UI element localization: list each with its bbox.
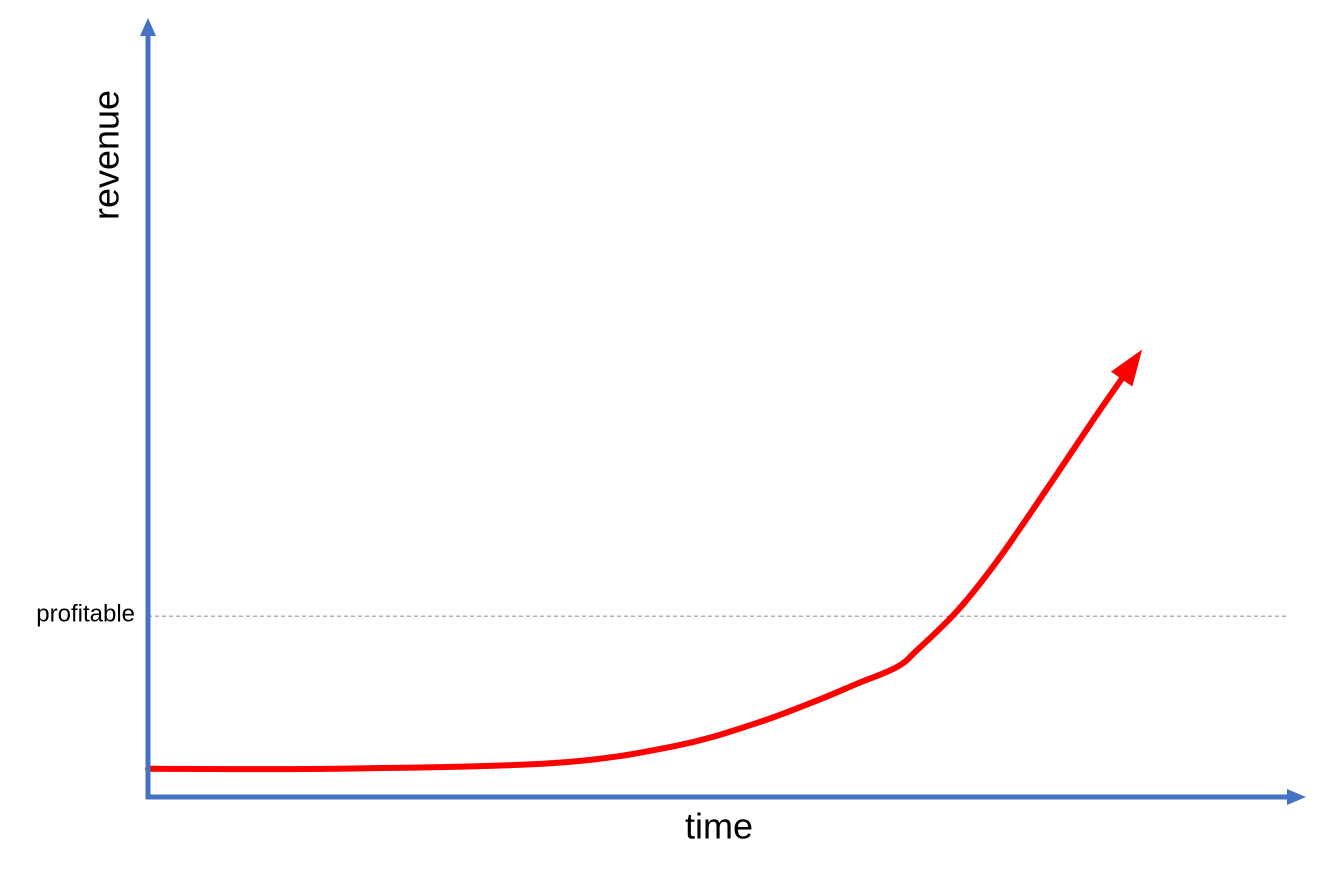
series-layer: [145, 349, 1143, 773]
reference-line-group: profitable: [36, 601, 1286, 628]
profitable-label: profitable: [36, 601, 135, 628]
x-axis-label: time: [685, 806, 753, 847]
axes: [140, 18, 1306, 805]
series-arrowhead-icon: [1110, 349, 1143, 387]
x-axis-arrow-icon: [1287, 789, 1306, 805]
y-axis-label: revenue: [86, 90, 127, 220]
y-axis-arrow-icon: [140, 18, 156, 36]
series-line: [145, 364, 1133, 773]
